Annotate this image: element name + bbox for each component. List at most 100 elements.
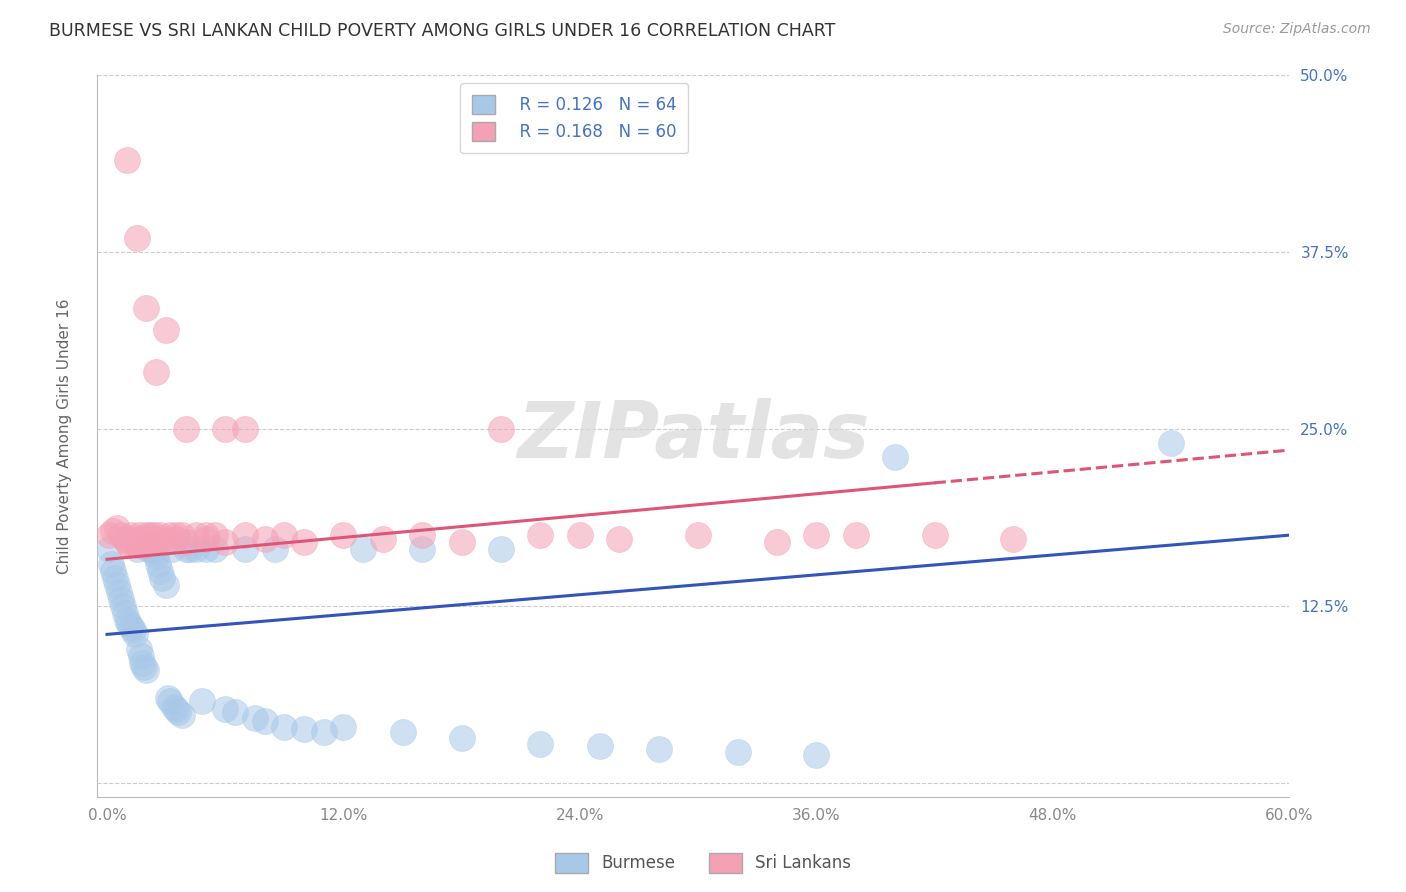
Point: [529, 737, 551, 751]
Point: [165, 702, 187, 716]
Point: [143, 545, 166, 559]
Point: [1002, 533, 1025, 547]
Point: [243, 711, 266, 725]
Point: [766, 535, 789, 549]
Point: [148, 557, 170, 571]
Legend:   R = 0.126   N = 64,   R = 0.168   N = 60: R = 0.126 N = 64, R = 0.168 N = 60: [460, 83, 688, 153]
Point: [224, 706, 246, 720]
Point: [312, 725, 335, 739]
Point: [143, 528, 166, 542]
Point: [135, 528, 157, 542]
Point: [105, 578, 128, 592]
Point: [489, 422, 512, 436]
Point: [170, 708, 193, 723]
Y-axis label: Child Poverty Among Girls Under 16: Child Poverty Among Girls Under 16: [58, 298, 72, 574]
Point: [125, 230, 148, 244]
Point: [607, 533, 630, 547]
Point: [273, 719, 295, 733]
Point: [134, 538, 156, 552]
Point: [110, 591, 132, 606]
Point: [204, 542, 226, 557]
Point: [125, 542, 148, 557]
Point: [100, 557, 122, 571]
Point: [138, 542, 160, 557]
Point: [104, 571, 127, 585]
Point: [292, 535, 315, 549]
Point: [233, 528, 256, 542]
Point: [568, 528, 591, 542]
Point: [688, 528, 710, 542]
Legend: Burmese, Sri Lankans: Burmese, Sri Lankans: [548, 847, 858, 880]
Point: [114, 606, 136, 620]
Point: [157, 691, 180, 706]
Point: [118, 617, 141, 632]
Point: [159, 694, 181, 708]
Point: [165, 528, 187, 542]
Point: [149, 564, 172, 578]
Point: [124, 627, 146, 641]
Text: BURMESE VS SRI LANKAN CHILD POVERTY AMONG GIRLS UNDER 16 CORRELATION CHART: BURMESE VS SRI LANKAN CHILD POVERTY AMON…: [49, 22, 835, 40]
Point: [101, 524, 124, 538]
Point: [145, 549, 167, 564]
Point: [529, 528, 551, 542]
Point: [170, 528, 193, 542]
Point: [184, 542, 207, 557]
Point: [174, 542, 197, 557]
Point: [135, 301, 157, 316]
Point: [120, 620, 142, 634]
Point: [194, 533, 217, 547]
Point: [292, 723, 315, 737]
Text: ZIPatlas: ZIPatlas: [517, 398, 869, 474]
Point: [727, 745, 749, 759]
Point: [179, 542, 201, 557]
Point: [214, 702, 236, 716]
Point: [190, 694, 212, 708]
Point: [121, 533, 143, 547]
Point: [101, 564, 124, 578]
Point: [139, 538, 162, 552]
Point: [263, 542, 285, 557]
Point: [165, 533, 187, 547]
Point: [124, 535, 146, 549]
Point: [411, 542, 433, 557]
Point: [1160, 436, 1182, 450]
Point: [214, 535, 236, 549]
Point: [806, 528, 828, 542]
Point: [139, 528, 162, 542]
Point: [167, 706, 190, 720]
Point: [118, 538, 141, 552]
Point: [129, 533, 152, 547]
Point: [163, 699, 186, 714]
Text: Source: ZipAtlas.com: Source: ZipAtlas.com: [1223, 22, 1371, 37]
Point: [253, 533, 276, 547]
Point: [141, 533, 163, 547]
Point: [233, 542, 256, 557]
Point: [174, 535, 197, 549]
Point: [145, 535, 167, 549]
Point: [131, 656, 153, 670]
Point: [115, 613, 138, 627]
Point: [194, 528, 217, 542]
Point: [214, 422, 236, 436]
Point: [110, 528, 132, 542]
Point: [155, 323, 177, 337]
Point: [332, 528, 354, 542]
Point: [150, 533, 173, 547]
Point: [145, 365, 167, 379]
Point: [115, 535, 138, 549]
Point: [371, 533, 394, 547]
Point: [273, 528, 295, 542]
Point: [131, 535, 153, 549]
Point: [588, 739, 610, 754]
Point: [924, 528, 946, 542]
Point: [138, 533, 160, 547]
Point: [411, 528, 433, 542]
Point: [884, 450, 907, 465]
Point: [149, 528, 172, 542]
Point: [159, 528, 181, 542]
Point: [98, 542, 121, 557]
Point: [129, 648, 152, 663]
Point: [450, 731, 472, 745]
Point: [128, 641, 150, 656]
Point: [114, 533, 136, 547]
